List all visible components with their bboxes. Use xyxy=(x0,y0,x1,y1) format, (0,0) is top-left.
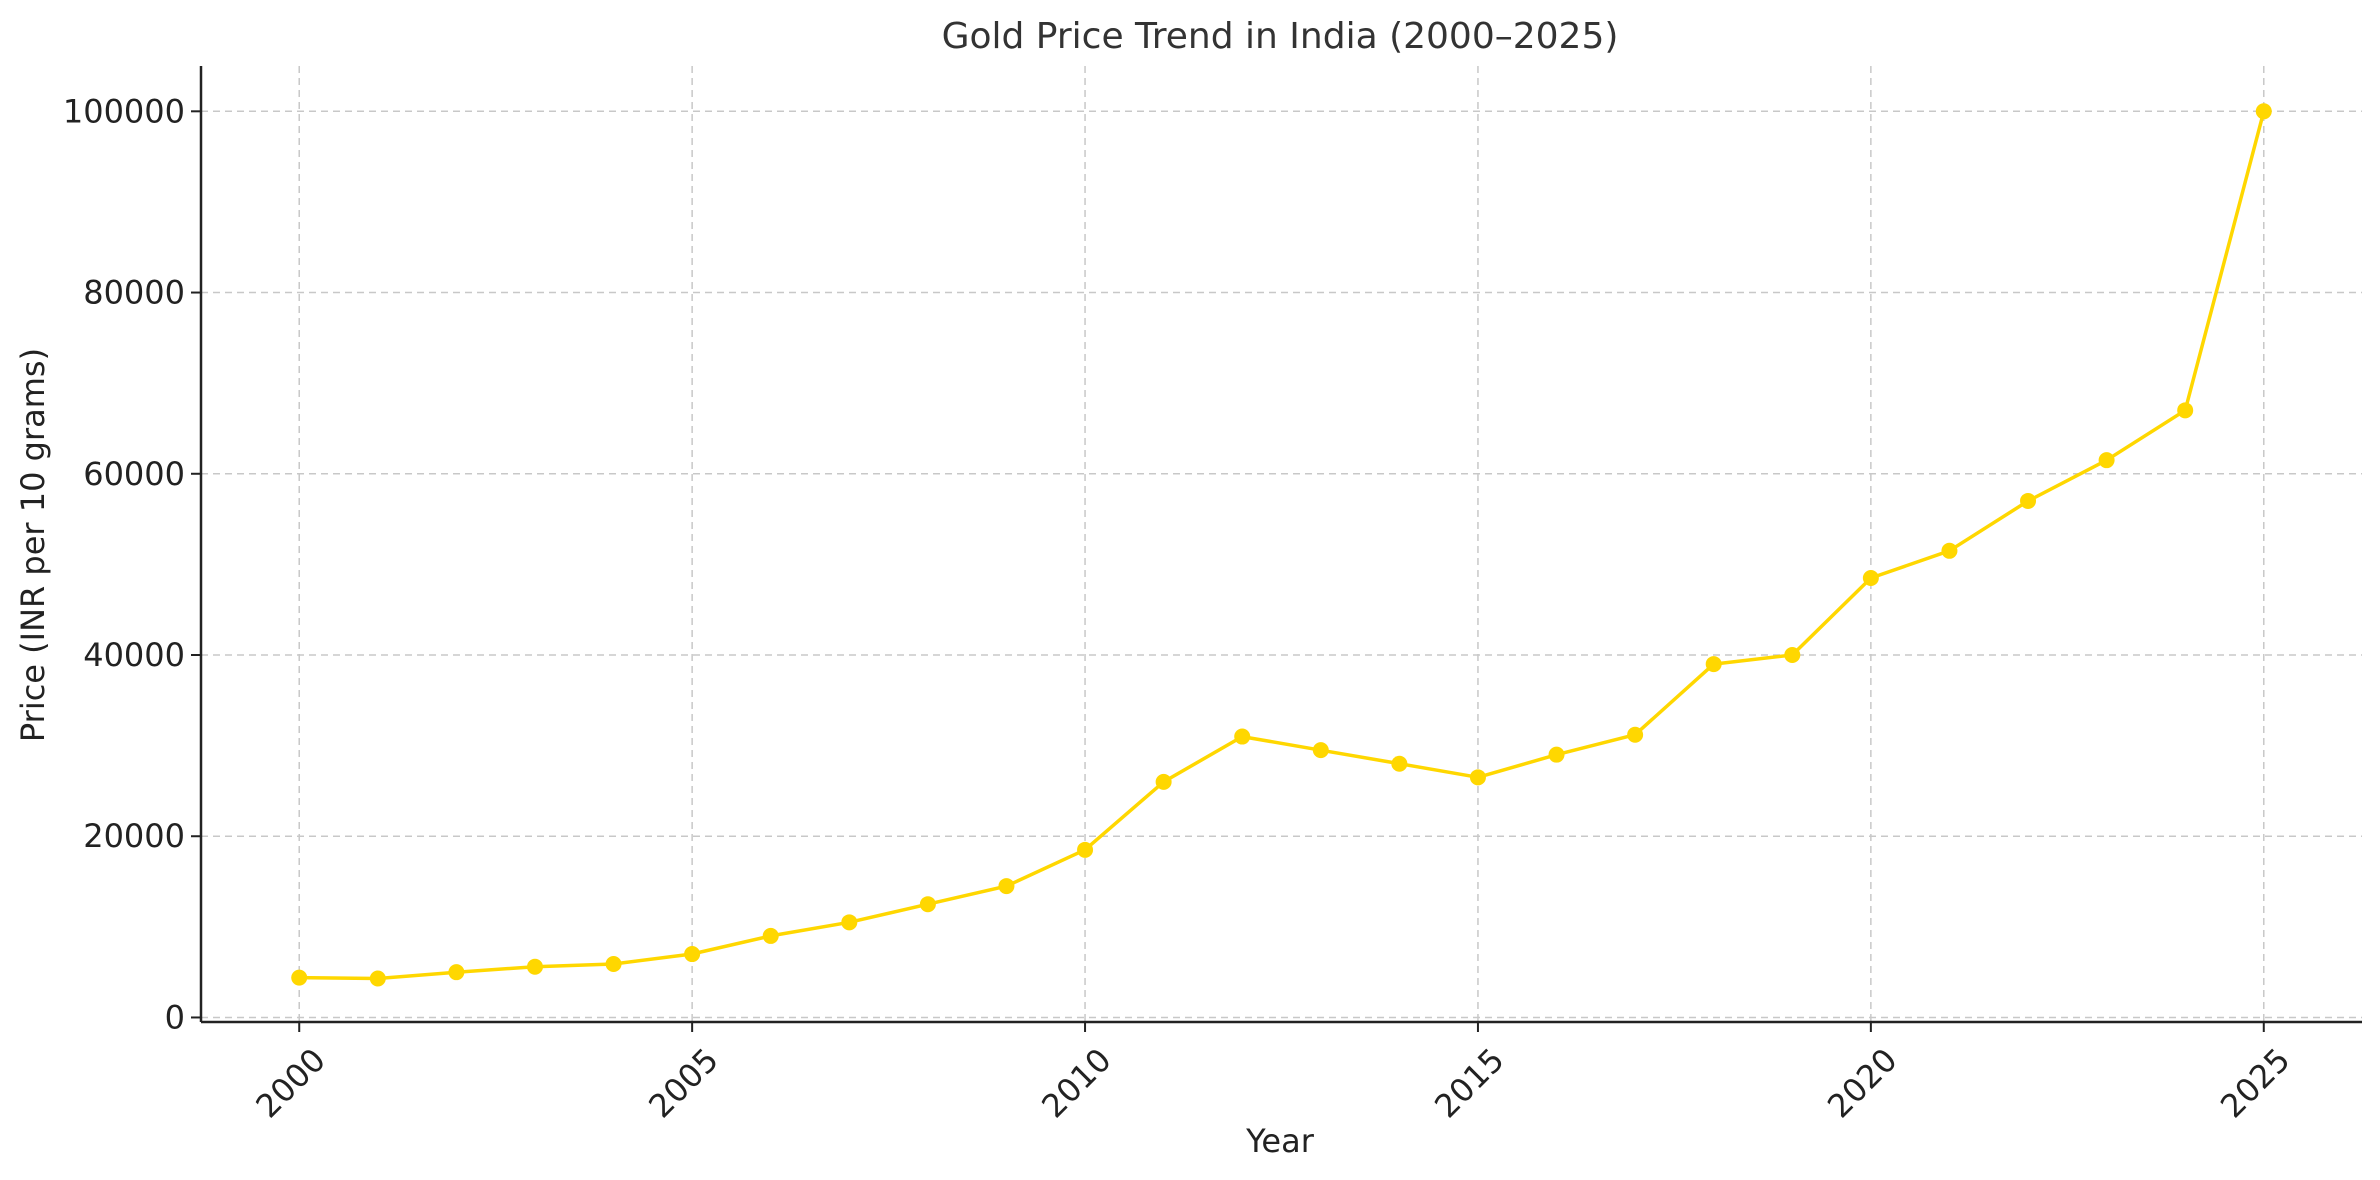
data-point xyxy=(2255,103,2272,120)
data-point xyxy=(919,896,936,913)
x-tick-label: 2025 xyxy=(2213,1041,2297,1125)
data-point xyxy=(291,969,308,986)
y-tick-label: 60000 xyxy=(83,455,185,493)
grid xyxy=(201,66,2362,1022)
series-gold-price xyxy=(291,103,2272,987)
data-point xyxy=(526,958,543,975)
x-tick-label: 2020 xyxy=(1820,1041,1904,1125)
data-point xyxy=(1312,742,1329,759)
data-point xyxy=(1391,755,1408,772)
data-point xyxy=(1077,841,1094,858)
data-point xyxy=(1627,726,1644,743)
data-point xyxy=(1155,773,1172,790)
data-point xyxy=(1705,656,1722,673)
y-axis-label: Price (INR per 10 grams) xyxy=(14,348,52,742)
y-tick-label: 0 xyxy=(165,998,185,1036)
y-tick-label: 100000 xyxy=(63,92,185,130)
y-tick-label: 80000 xyxy=(83,274,185,312)
data-point xyxy=(448,964,465,981)
y-tick-label: 40000 xyxy=(83,636,185,674)
data-point xyxy=(1234,728,1251,745)
data-point xyxy=(369,970,386,987)
data-point xyxy=(2177,402,2194,419)
data-point xyxy=(841,914,858,931)
x-tick-label: 2000 xyxy=(248,1041,332,1125)
x-tick-label: 2015 xyxy=(1427,1041,1511,1125)
y-tick-label: 20000 xyxy=(83,817,185,855)
data-point xyxy=(2098,452,2115,469)
data-point xyxy=(1469,769,1486,786)
axes xyxy=(199,66,2362,1024)
y-axis-ticks: 0 20000 40000 60000 80000 100000 xyxy=(63,92,201,1036)
data-point xyxy=(684,946,701,963)
x-axis-label: Year xyxy=(1245,1122,1315,1160)
data-point xyxy=(2020,492,2037,509)
x-tick-label: 2005 xyxy=(641,1041,725,1125)
data-point xyxy=(1862,569,1879,586)
chart-title: Gold Price Trend in India (2000–2025) xyxy=(942,16,1619,57)
data-point xyxy=(1548,746,1565,763)
x-axis-ticks: 2000 2005 2010 2015 2020 2025 xyxy=(248,1022,2297,1125)
data-point xyxy=(998,878,1015,895)
data-point xyxy=(1941,542,1958,559)
data-point xyxy=(762,927,779,944)
data-point xyxy=(605,956,622,973)
series-line xyxy=(299,110,2266,981)
x-tick-label: 2010 xyxy=(1034,1041,1118,1125)
data-point xyxy=(1784,647,1801,664)
